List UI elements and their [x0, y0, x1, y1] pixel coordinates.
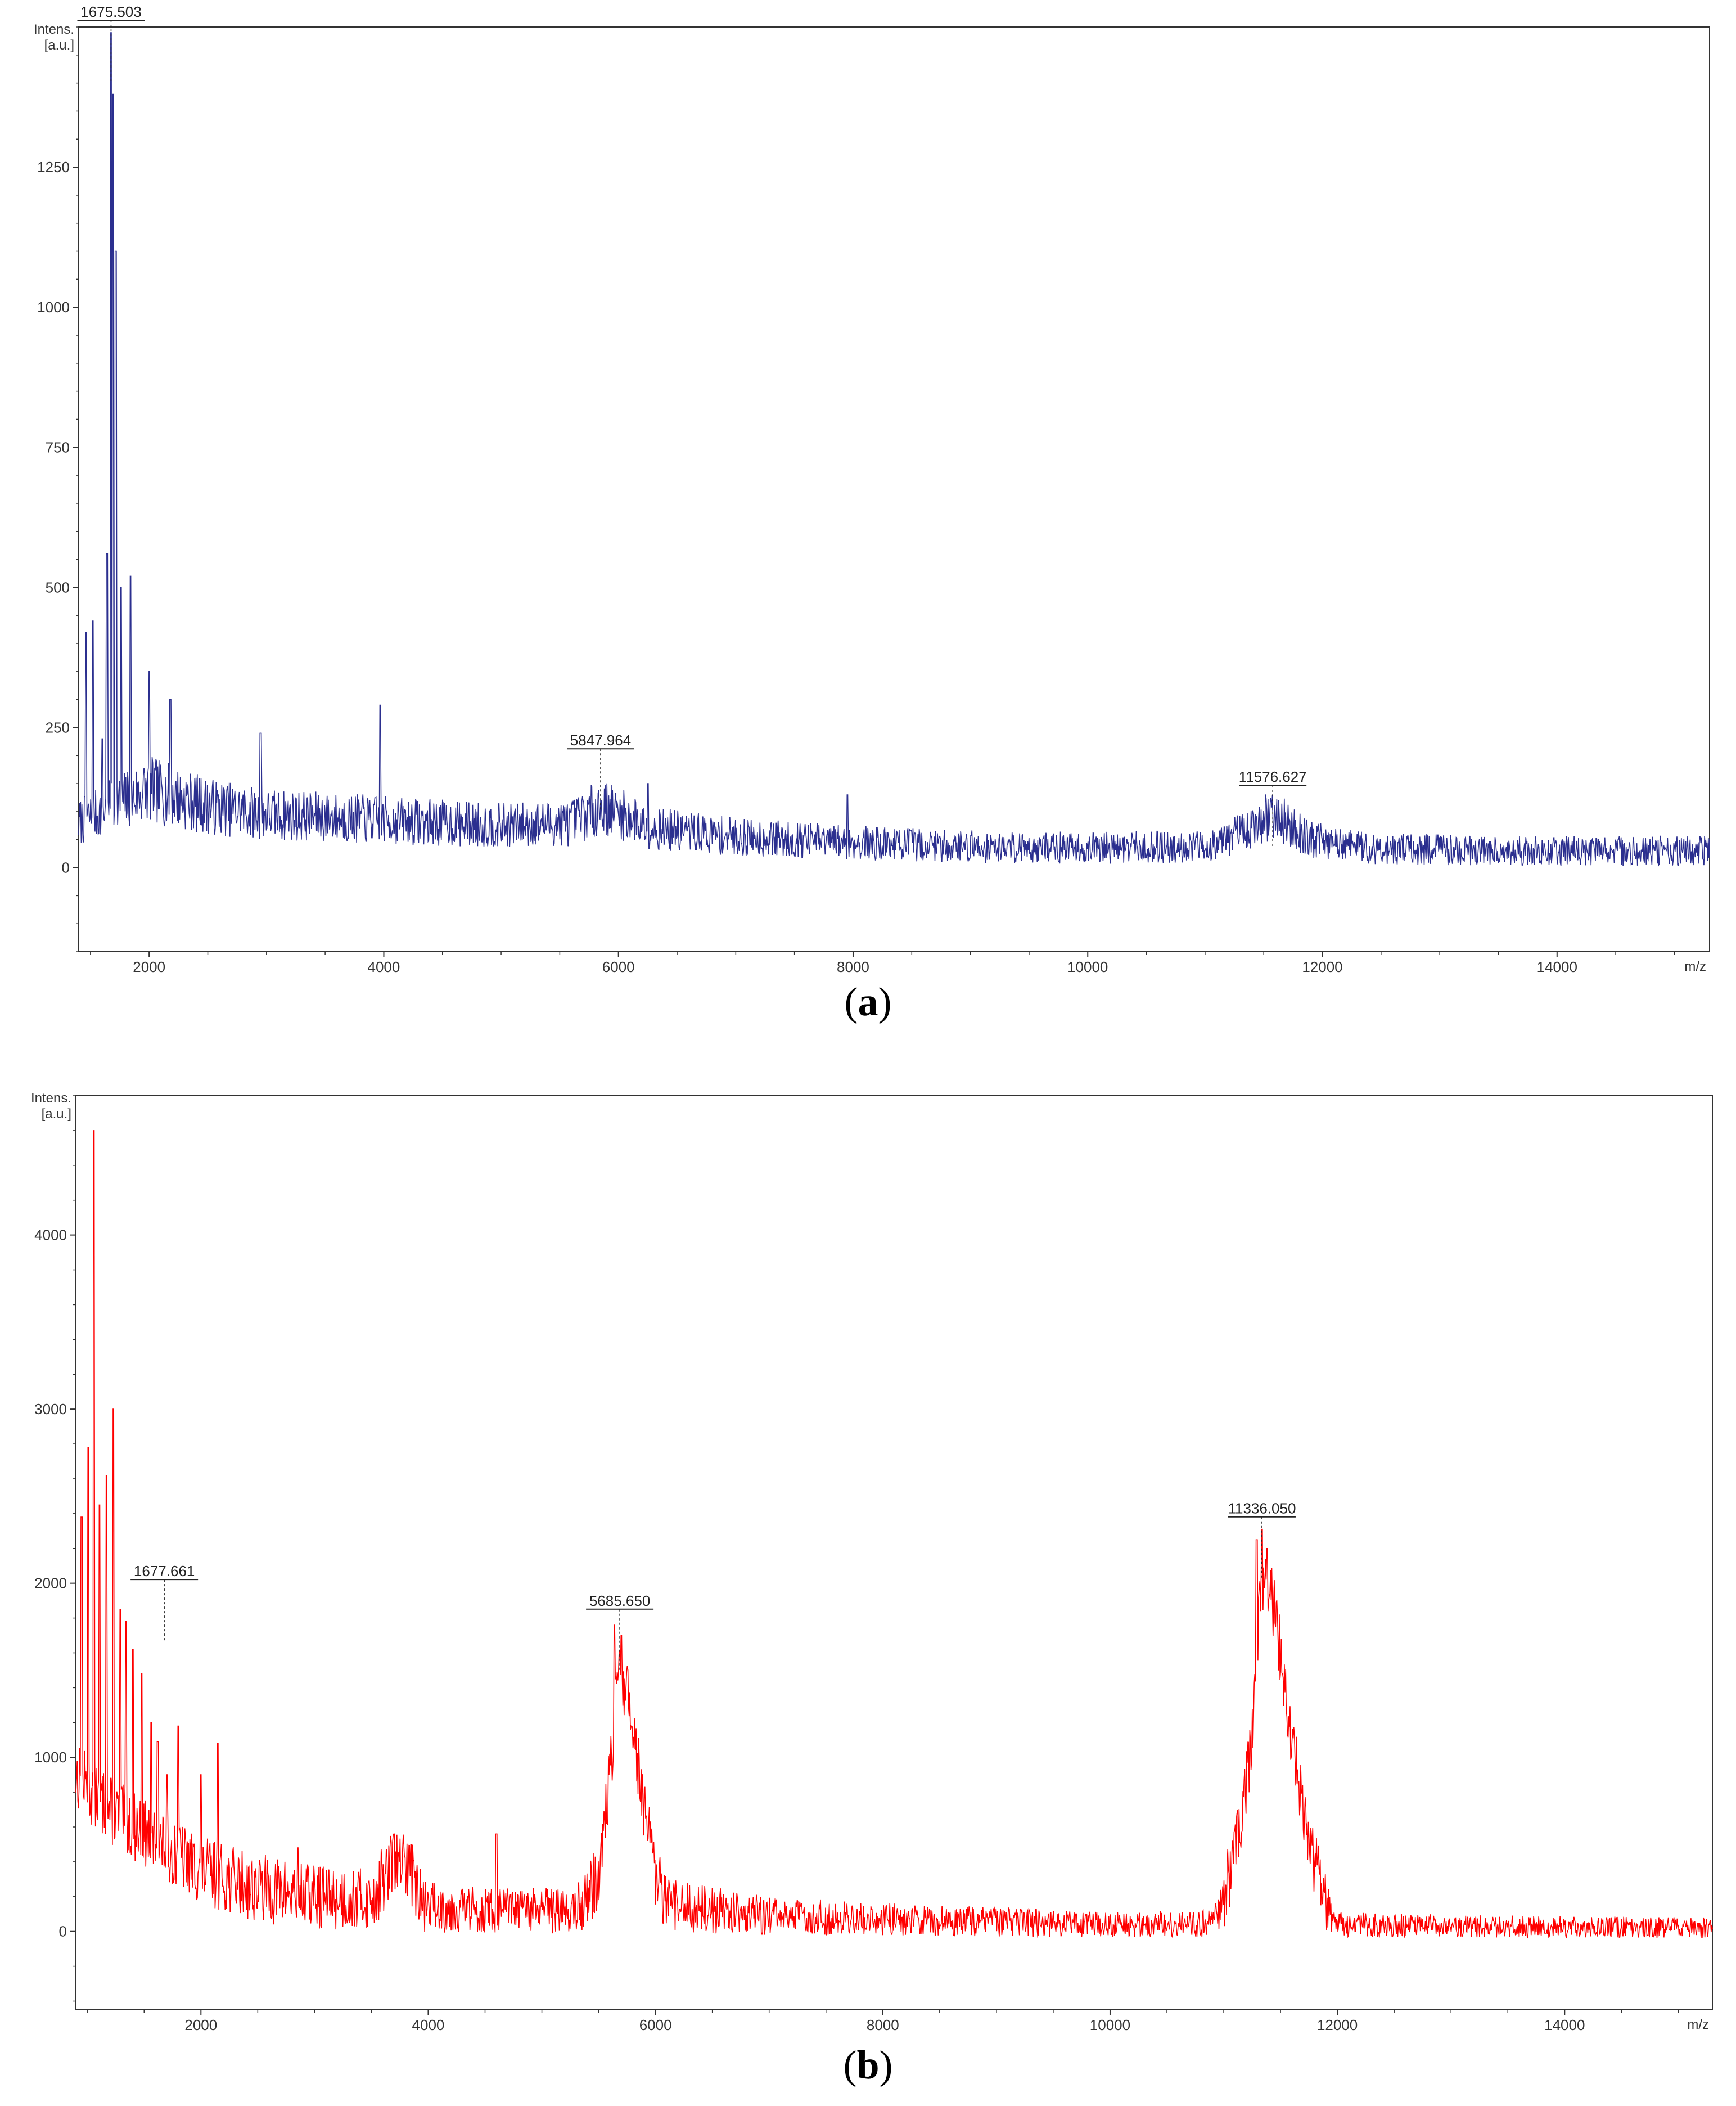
y-tick-label: 1250: [37, 159, 70, 176]
caption-a-close: ): [878, 979, 892, 1024]
x-tick-label: 12000: [1302, 958, 1342, 975]
caption-b-close: ): [879, 2042, 893, 2087]
x-tick-label: 14000: [1544, 2017, 1585, 2033]
peak-label: 11336.050: [1228, 1500, 1296, 1517]
caption-a: (a): [0, 979, 1736, 1025]
x-tick-label: 12000: [1317, 2017, 1358, 2033]
caption-b: (b): [0, 2042, 1736, 2089]
x-tick-label: 14000: [1537, 958, 1577, 975]
y-tick-label: 0: [59, 1923, 67, 1940]
spectrum-trace: [75, 1130, 1713, 1940]
peak-label: 11576.627: [1239, 768, 1307, 785]
y-axis-title-line1: Intens.: [31, 1091, 71, 1106]
caption-b-letter: b: [856, 2042, 880, 2087]
y-tick-label: 4000: [34, 1227, 67, 1244]
y-tick-label: 1000: [37, 299, 70, 316]
x-tick-label: 4000: [368, 958, 400, 975]
x-tick-label: 8000: [867, 2017, 899, 2033]
x-tick-label: 6000: [639, 2017, 672, 2033]
peak-label: 5847.964: [570, 732, 631, 749]
caption-a-open: (: [844, 979, 858, 1024]
y-axis-title-line2: [a.u.]: [42, 1106, 71, 1122]
spectrum-chart-a: Intens.[a.u.] m/z 0 250 500 750 1000 1250 2000 40…: [34, 3, 1710, 975]
y-tick-label: 250: [46, 719, 70, 736]
x-axis-title: m/z: [1684, 959, 1706, 974]
x-tick-label: 4000: [412, 2017, 445, 2033]
y-tick-label: 750: [46, 439, 70, 456]
x-tick-label: 10000: [1090, 2017, 1130, 2033]
y-tick-label: 2000: [34, 1575, 67, 1592]
x-tick-label: 10000: [1067, 958, 1108, 975]
x-tick-label: 6000: [602, 958, 635, 975]
peak-label: 5685.650: [589, 1592, 650, 1609]
y-tick-label: 500: [46, 579, 70, 596]
x-tick-label: 8000: [837, 958, 869, 975]
y-tick-label: 0: [62, 860, 70, 876]
y-axis-title-line2: [a.u.]: [44, 38, 74, 53]
y-tick-label: 3000: [34, 1401, 67, 1418]
plot-frame: [78, 26, 1710, 952]
caption-b-open: (: [843, 2042, 857, 2087]
y-tick-label: 1000: [34, 1749, 67, 1766]
y-axis-title-line1: Intens.: [34, 22, 74, 37]
x-tick-label: 2000: [184, 2017, 217, 2033]
spectrum-trace: [78, 32, 1710, 867]
spectrum-chart-b: Intens.[a.u.] m/z 0 1000 2000 3000 4000 2000 400…: [31, 1091, 1713, 2033]
panel-a: Intens. [a.u.] m/z 0 250 500 750 1000 1250 2000 40…: [0, 3, 1736, 1025]
x-tick-label: 2000: [133, 958, 165, 975]
peak-label: 1677.661: [134, 1563, 195, 1580]
plot-frame: [75, 1095, 1713, 2010]
caption-a-letter: a: [858, 979, 878, 1024]
x-axis-title: m/z: [1687, 2017, 1709, 2032]
peak-label: 1675.503: [80, 3, 141, 20]
panel-b: Intens. [a.u.] m/z 0 1000 2000 3000 4000 2000 400…: [0, 1063, 1736, 2106]
